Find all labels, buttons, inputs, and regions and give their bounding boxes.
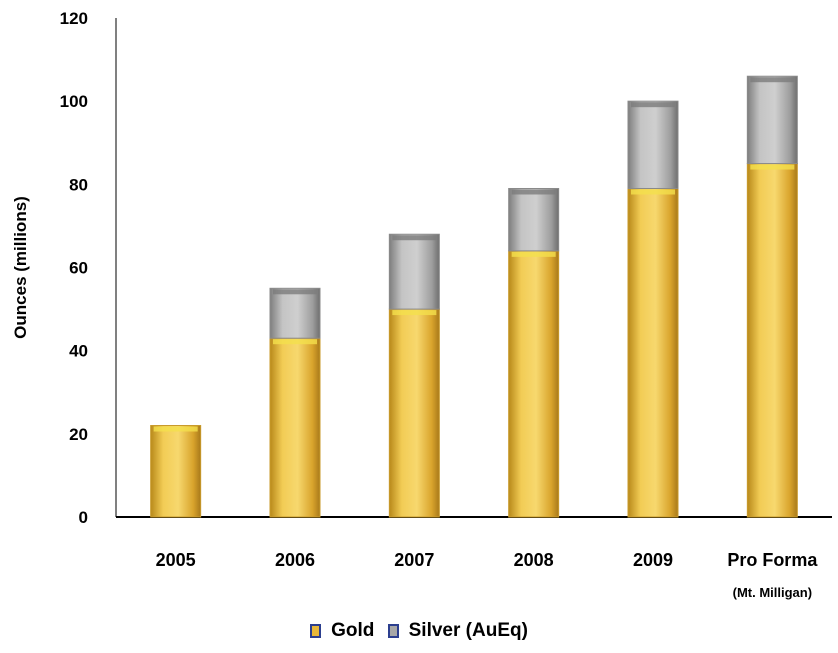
legend-swatch-gold <box>310 624 322 638</box>
labels: 0 20 40 60 80 100 120 Ounces (millions) 2005 2006… <box>11 9 818 600</box>
bar-cap <box>392 310 437 316</box>
bar-chart: 0 20 40 60 80 100 120 Ounces (millions) 2005 2006… <box>11 9 832 600</box>
bar-silver <box>746 75 798 165</box>
bar-cap <box>750 164 795 170</box>
x-tick-label: 2007 <box>394 550 434 570</box>
legend-label-gold: Gold <box>331 620 375 641</box>
y-tick-label: 40 <box>69 342 88 361</box>
axes <box>115 18 832 518</box>
x-tick-label: Pro Forma <box>727 550 818 570</box>
bar-gold <box>150 425 202 518</box>
bar-silver <box>508 187 560 252</box>
bar-silver <box>269 287 321 339</box>
y-tick-label: 0 <box>79 508 88 527</box>
y-tick-label: 80 <box>69 175 88 194</box>
bar-gold <box>388 308 440 518</box>
legend: Gold Silver (AuEq) <box>0 620 838 644</box>
y-tick-label: 60 <box>69 259 88 278</box>
bar-gold <box>627 187 679 518</box>
bar-cap <box>511 189 556 195</box>
bar-gold <box>508 250 560 518</box>
bar-gold <box>269 337 321 518</box>
legend-label-silver: Silver (AuEq) <box>408 620 528 641</box>
bar-cap <box>511 251 556 257</box>
legend-swatch-silver <box>387 624 399 638</box>
x-tick-label: 2008 <box>514 550 554 570</box>
bar-silver <box>627 100 679 189</box>
bar-cap <box>631 189 675 195</box>
y-axis-label: Ounces (millions) <box>11 196 30 339</box>
bar-cap <box>750 77 795 83</box>
x-tick-label: 2005 <box>156 550 196 570</box>
x-tick-label: 2006 <box>275 550 315 570</box>
y-tick-label: 120 <box>60 9 88 28</box>
bar-silver <box>388 233 440 310</box>
legend-item-gold: Gold <box>310 620 374 642</box>
legend-item-silver: Silver (AuEq) <box>387 620 528 642</box>
bars <box>150 75 798 518</box>
bar-cap <box>392 235 437 241</box>
y-tick-label: 20 <box>69 425 88 444</box>
bar-cap <box>273 289 317 295</box>
bar-cap <box>273 339 317 345</box>
x-tick-label: 2009 <box>633 550 673 570</box>
y-tick-label: 100 <box>60 92 88 111</box>
bar-cap <box>153 426 198 432</box>
bar-cap <box>631 102 675 108</box>
x-tick-sublabel: (Mt. Milligan) <box>733 585 812 600</box>
bar-gold <box>746 163 798 518</box>
